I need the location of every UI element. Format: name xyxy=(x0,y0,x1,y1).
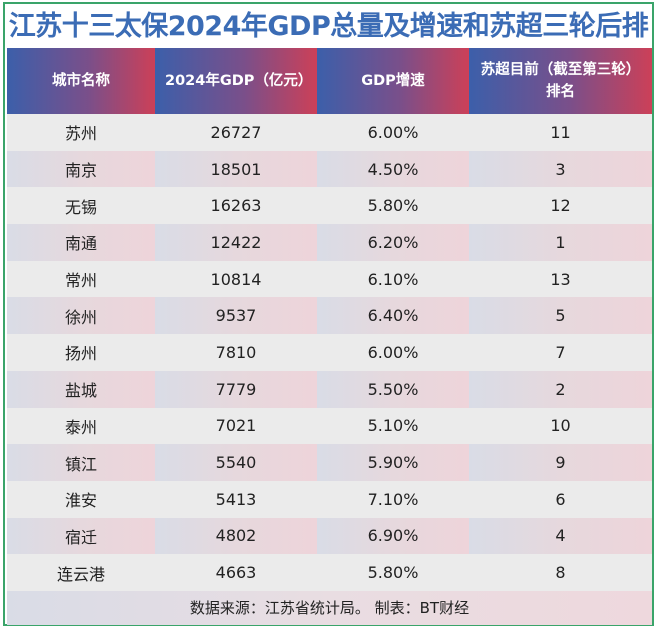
city-cell: 扬州 xyxy=(7,334,155,371)
table-row: 连云港 4663 5.80% 8 xyxy=(7,554,652,591)
growth-cell: 6.10% xyxy=(317,260,469,298)
growth-cell: 5.50% xyxy=(317,370,469,408)
rank-cell: 11 xyxy=(469,114,652,151)
city-cell: 淮安 xyxy=(7,480,155,518)
gdp-cell: 18501 xyxy=(155,150,317,188)
city-cell: 宿迁 xyxy=(7,517,155,555)
gdp-cell: 10814 xyxy=(155,260,317,298)
table-row: 徐州 9537 6.40% 5 xyxy=(7,297,652,335)
city-cell: 盐城 xyxy=(7,370,155,408)
growth-cell: 5.80% xyxy=(317,554,469,591)
gdp-cell: 7810 xyxy=(155,334,317,371)
table-row: 无锡 16263 5.80% 12 xyxy=(7,187,652,225)
growth-cell: 6.90% xyxy=(317,517,469,555)
gdp-cell: 9537 xyxy=(155,297,317,335)
header-row: 城市名称 2024年GDP（亿元） GDP增速 苏超目前（截至第三轮）排名 xyxy=(7,48,652,114)
city-cell: 泰州 xyxy=(7,407,155,445)
growth-cell: 4.50% xyxy=(317,150,469,188)
table-row: 苏州 26727 6.00% 11 xyxy=(7,114,652,151)
rank-cell: 8 xyxy=(469,554,652,591)
table-row: 盐城 7779 5.50% 2 xyxy=(7,370,652,408)
header-city: 城市名称 xyxy=(7,48,155,114)
rank-cell: 12 xyxy=(469,187,652,225)
gdp-cell: 26727 xyxy=(155,114,317,151)
growth-cell: 6.00% xyxy=(317,334,469,371)
growth-cell: 6.20% xyxy=(317,224,469,261)
city-cell: 南通 xyxy=(7,224,155,261)
table-row: 泰州 7021 5.10% 10 xyxy=(7,407,652,445)
growth-cell: 6.40% xyxy=(317,297,469,335)
gdp-cell: 7021 xyxy=(155,407,317,445)
gdp-cell: 4663 xyxy=(155,554,317,591)
table-row: 常州 10814 6.10% 13 xyxy=(7,260,652,298)
rank-cell: 3 xyxy=(469,150,652,188)
gdp-cell: 4802 xyxy=(155,517,317,555)
rank-cell: 13 xyxy=(469,260,652,298)
source-note: 数据来源：江苏省统计局。 制表：BT财经 xyxy=(7,590,652,625)
gdp-cell: 16263 xyxy=(155,187,317,225)
gdp-cell: 5413 xyxy=(155,480,317,518)
gdp-cell: 5540 xyxy=(155,444,317,481)
city-cell: 镇江 xyxy=(7,444,155,481)
rank-cell: 9 xyxy=(469,444,652,481)
header-growth: GDP增速 xyxy=(317,48,469,114)
table-frame: 江苏十三太保2024年GDP总量及增速和苏超三轮后排 城市名称 2024年GDP… xyxy=(3,2,654,626)
city-cell: 徐州 xyxy=(7,297,155,335)
rank-cell: 7 xyxy=(469,334,652,371)
gdp-table: 城市名称 2024年GDP（亿元） GDP增速 苏超目前（截至第三轮）排名 苏州… xyxy=(7,48,652,625)
rank-cell: 10 xyxy=(469,407,652,445)
city-cell: 连云港 xyxy=(7,554,155,591)
table-row: 扬州 7810 6.00% 7 xyxy=(7,334,652,371)
city-cell: 无锡 xyxy=(7,187,155,225)
rank-cell: 2 xyxy=(469,370,652,408)
table-row: 南京 18501 4.50% 3 xyxy=(7,150,652,188)
rank-cell: 4 xyxy=(469,517,652,555)
growth-cell: 5.10% xyxy=(317,407,469,445)
header-gdp: 2024年GDP（亿元） xyxy=(155,48,317,114)
table-row: 镇江 5540 5.90% 9 xyxy=(7,444,652,481)
growth-cell: 5.80% xyxy=(317,187,469,225)
growth-cell: 7.10% xyxy=(317,480,469,518)
gdp-cell: 7779 xyxy=(155,370,317,408)
growth-cell: 6.00% xyxy=(317,114,469,151)
rank-cell: 5 xyxy=(469,297,652,335)
city-cell: 苏州 xyxy=(7,114,155,151)
header-rank: 苏超目前（截至第三轮）排名 xyxy=(469,48,652,114)
footer-row: 数据来源：江苏省统计局。 制表：BT财经 xyxy=(7,590,652,625)
table-row: 宿迁 4802 6.90% 4 xyxy=(7,517,652,555)
table-row: 淮安 5413 7.10% 6 xyxy=(7,480,652,518)
rank-cell: 1 xyxy=(469,224,652,261)
table-row: 南通 12422 6.20% 1 xyxy=(7,224,652,261)
city-cell: 常州 xyxy=(7,260,155,298)
growth-cell: 5.90% xyxy=(317,444,469,481)
gdp-cell: 12422 xyxy=(155,224,317,261)
city-cell: 南京 xyxy=(7,150,155,188)
rank-cell: 6 xyxy=(469,480,652,518)
page-title: 江苏十三太保2024年GDP总量及增速和苏超三轮后排 xyxy=(8,11,649,42)
